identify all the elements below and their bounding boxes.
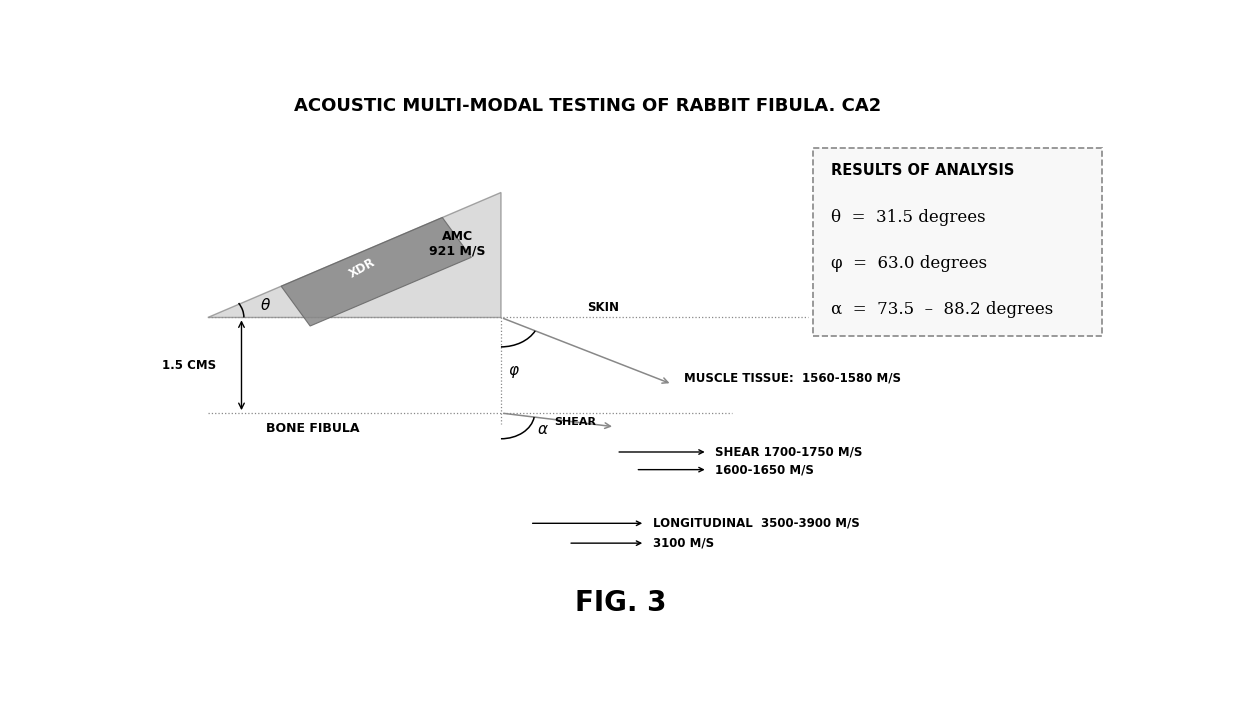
FancyBboxPatch shape	[813, 148, 1101, 336]
Text: MUSCLE TISSUE:  1560-1580 M/S: MUSCLE TISSUE: 1560-1580 M/S	[683, 372, 900, 384]
Text: RESULTS OF ANALYSIS: RESULTS OF ANALYSIS	[831, 163, 1014, 178]
Text: 3100 M/S: 3100 M/S	[652, 537, 714, 550]
Text: α: α	[537, 422, 548, 437]
Text: SKIN: SKIN	[588, 301, 620, 314]
Text: BONE FIBULA: BONE FIBULA	[265, 422, 360, 435]
Text: 1600-1650 M/S: 1600-1650 M/S	[715, 463, 815, 476]
Polygon shape	[281, 218, 471, 326]
Text: φ  =  63.0 degrees: φ = 63.0 degrees	[831, 255, 987, 272]
Text: φ: φ	[508, 363, 518, 378]
Text: 1.5 CMS: 1.5 CMS	[161, 359, 216, 372]
Text: AMC
921 M/S: AMC 921 M/S	[429, 230, 486, 258]
Text: SHEAR: SHEAR	[554, 417, 595, 427]
Text: SHEAR 1700-1750 M/S: SHEAR 1700-1750 M/S	[715, 445, 863, 458]
Text: XDR: XDR	[346, 256, 377, 281]
Text: LONGITUDINAL  3500-3900 M/S: LONGITUDINAL 3500-3900 M/S	[652, 517, 859, 530]
Text: FIG. 3: FIG. 3	[575, 589, 667, 616]
Text: θ: θ	[260, 298, 270, 313]
Polygon shape	[208, 193, 501, 317]
Text: α  =  73.5  –  88.2 degrees: α = 73.5 – 88.2 degrees	[831, 301, 1053, 319]
Text: θ  =  31.5 degrees: θ = 31.5 degrees	[831, 208, 986, 226]
Text: ACOUSTIC MULTI-MODAL TESTING OF RABBIT FIBULA. CA2: ACOUSTIC MULTI-MODAL TESTING OF RABBIT F…	[294, 97, 882, 115]
